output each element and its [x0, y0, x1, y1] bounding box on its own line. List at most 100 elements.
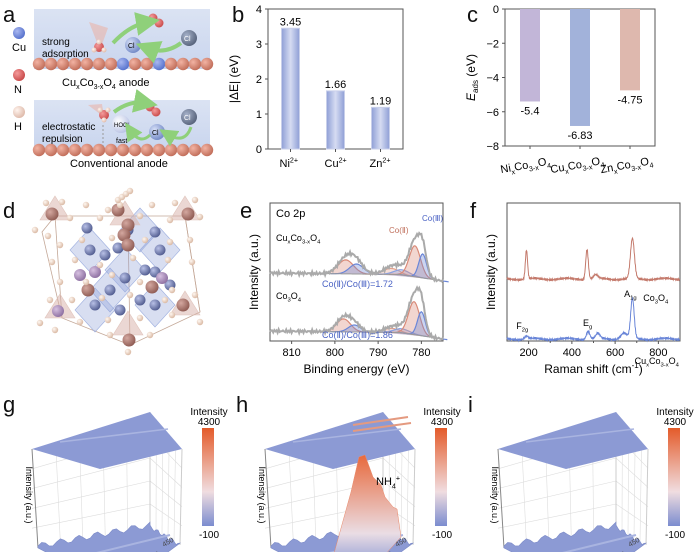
oxygen-atom — [168, 286, 176, 294]
oxygen-atom — [166, 238, 174, 246]
raman-curve-cuxco3xo4 — [506, 296, 681, 343]
oxygen-atom — [44, 232, 52, 240]
surface-atom — [164, 57, 178, 71]
surface-atom — [32, 57, 46, 71]
cl-ion-label: Cl — [184, 115, 191, 122]
surface-plot — [503, 521, 648, 552]
y-axis-label: Eads (eV) — [464, 54, 480, 101]
co-atom — [134, 294, 146, 306]
peak-label-a1g: A1g — [624, 289, 637, 302]
y-tick-label: 0 — [493, 4, 499, 16]
chart-h: NH4+Intensity (a.u.)40080012001600Raman … — [257, 407, 461, 552]
panel-label-c: c — [467, 2, 478, 27]
cu-atom — [121, 238, 135, 252]
co-atom — [81, 222, 93, 234]
panel-label-d: d — [3, 198, 15, 223]
chart-g: Intensity (a.u.)40080012001600Raman shif… — [24, 407, 228, 552]
nh3-molecule-bottom — [99, 110, 109, 120]
oxygen-atom — [108, 271, 116, 279]
surface-atom — [92, 143, 106, 157]
x-tick-label: 200 — [519, 347, 537, 359]
co-atom — [104, 284, 116, 296]
oxygen-atom — [96, 214, 104, 222]
oxygen-atom — [136, 212, 144, 220]
h-atom — [91, 47, 97, 53]
cu-atom — [176, 298, 190, 312]
grid-line — [382, 480, 416, 507]
chart-b: 0 1 2 3 4 3.45 Ni2+ 1.66 Cu2+ 1.19 Zn2+ |ΔE| (eV) — [227, 4, 404, 170]
adsorption-cone — [89, 22, 108, 50]
panel-f: f 200 400 600 800 Raman shift (cm-1) Intensit… — [470, 198, 681, 376]
panel-label-e: e — [240, 198, 252, 223]
cu-atom — [145, 280, 159, 294]
surface-atom — [68, 143, 82, 157]
chart-f: 200 400 600 800 Raman shift (cm-1) Intensity … — [484, 202, 681, 376]
y-tick-label: 4 — [256, 4, 262, 16]
sample-label-2: Co3O4 — [276, 291, 302, 304]
x-axis-label: Binding energy (eV) — [303, 362, 409, 376]
grid-line — [521, 441, 527, 544]
co-atom — [149, 299, 161, 311]
oxygen-atom — [82, 278, 90, 286]
colorbar — [668, 428, 680, 526]
repulsion-label: repulsion — [42, 134, 83, 145]
data-label: -5.4 — [521, 105, 540, 117]
x-tick-label: 800 — [649, 347, 667, 359]
arrow-icon — [159, 126, 193, 147]
y-tick-label: −6 — [486, 107, 499, 119]
surface-atom — [128, 143, 142, 157]
grid-line — [497, 480, 617, 509]
cu-surface-atom — [152, 57, 166, 71]
surface-atom — [56, 57, 70, 71]
oxygen-atom — [191, 291, 199, 299]
surface-plot — [37, 521, 182, 552]
grid-line — [615, 503, 649, 527]
oxygen-atom — [129, 254, 137, 262]
oxygen-atom — [66, 214, 74, 222]
fast-label: fast — [116, 138, 127, 145]
oxygen-atom — [148, 201, 156, 209]
grid-line — [173, 441, 176, 542]
oxygen-atom — [36, 319, 44, 327]
x-axis-label: Raman shift (cm-1) — [544, 361, 642, 376]
x-tick-label: NixCo3-xO4 — [500, 156, 552, 179]
co-atom — [154, 244, 166, 256]
co-atom — [84, 244, 96, 256]
colorbar-title: Intensity — [423, 407, 460, 418]
oxygen-atom — [56, 241, 64, 249]
top-projection-map — [265, 412, 415, 469]
grid-line — [55, 441, 61, 544]
surface-atom — [80, 143, 94, 157]
co-atom — [112, 242, 124, 254]
cu-atom — [121, 218, 135, 232]
bar — [520, 9, 540, 102]
surface-atom — [116, 143, 130, 157]
oxygen-atom — [168, 311, 176, 319]
oxygen-atom — [58, 198, 66, 206]
grid-line — [615, 480, 649, 507]
data-label: -6.83 — [567, 130, 592, 142]
y-tick-label: 450 — [395, 537, 409, 549]
ratio-label-1: Co(Ⅱ)/Co(Ⅲ)=1.72 — [322, 279, 393, 289]
surface-atom — [200, 57, 214, 71]
top-anode-caption: CuxCo3-xO4 anode — [62, 77, 149, 91]
peak-annotation-nh4: NH4+ — [376, 475, 400, 491]
sample-label-co3o4: Co3O4 — [643, 293, 669, 306]
cu-atom — [122, 333, 136, 347]
cu-atom — [45, 207, 59, 221]
co-atom — [149, 226, 161, 238]
surface-atom — [44, 143, 58, 157]
sample-label-1: CuxCo3-xO4 — [276, 233, 321, 246]
colorbar-min: -100 — [432, 530, 452, 541]
co-atom — [139, 264, 151, 276]
cu-atom — [181, 207, 195, 221]
colorbar — [202, 428, 214, 526]
projection-stripe — [525, 428, 635, 443]
oxygen-atom — [82, 201, 90, 209]
tetrahedral-atom — [52, 305, 64, 317]
grid-line — [382, 457, 416, 488]
grid-line — [406, 441, 409, 542]
grid-line — [31, 457, 151, 489]
cl-ion-label: Cl — [184, 36, 191, 43]
